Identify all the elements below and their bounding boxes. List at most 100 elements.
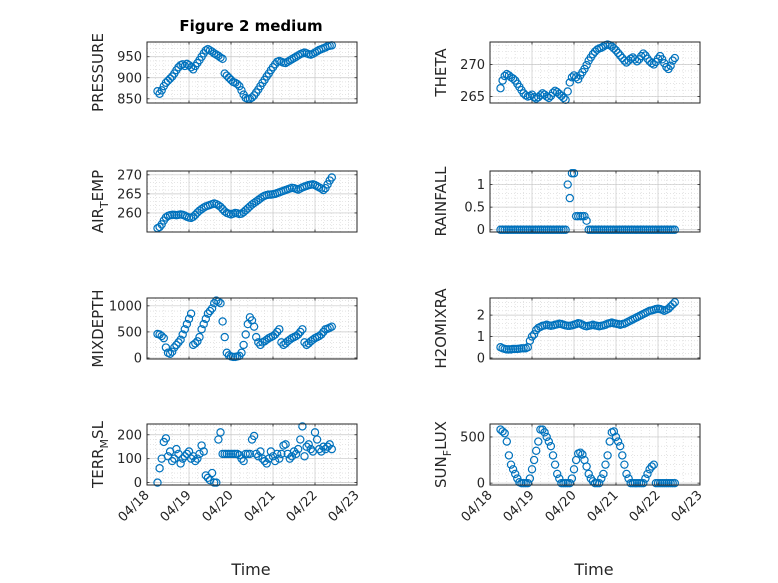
grid-rainfall	[489, 170, 701, 232]
data-point	[252, 449, 261, 459]
axes-box	[489, 170, 701, 233]
data-point	[599, 469, 608, 479]
data-point	[268, 331, 278, 341]
subplot-theta: 265 270 THETA	[432, 40, 701, 105]
data-point	[569, 465, 579, 474]
data-point	[622, 469, 631, 479]
data-point	[569, 169, 579, 178]
data-point	[559, 93, 568, 103]
axes-box	[146, 423, 358, 486]
series-rainfall	[496, 169, 680, 234]
data-point	[639, 49, 648, 58]
data-point	[197, 441, 206, 450]
subplot-sun_flux: 0 500 04/18 04/19 04/20 04/21 04/22 04/23 SUNFLU…	[432, 421, 706, 525]
data-point	[195, 332, 204, 342]
data-point	[205, 306, 215, 316]
series-h2omixra	[496, 298, 680, 354]
x-tick-label: 04/21	[242, 488, 279, 525]
data-point	[247, 93, 257, 102]
data-point	[565, 193, 575, 203]
y-tick-label: 270	[460, 58, 485, 73]
data-point	[544, 93, 554, 103]
data-point	[197, 204, 206, 214]
y-tick-label: 900	[117, 71, 142, 86]
data-point	[496, 84, 505, 93]
data-point	[662, 62, 671, 72]
data-point	[216, 428, 225, 437]
axes-box	[146, 41, 358, 104]
data-point	[327, 173, 336, 182]
data-point	[178, 454, 187, 463]
y-tick-label: 0	[477, 351, 485, 366]
data-point	[298, 422, 307, 431]
data-point	[289, 447, 299, 456]
series-mixdepth	[153, 296, 336, 362]
y-tick-label: 1000	[109, 299, 142, 314]
y-tick-label: 260	[117, 206, 142, 221]
data-point	[571, 73, 581, 82]
data-point	[167, 347, 177, 356]
data-point	[582, 60, 591, 70]
data-point	[237, 454, 246, 463]
data-point	[239, 340, 248, 350]
axes-box	[146, 170, 358, 233]
data-point	[216, 202, 225, 212]
data-point	[317, 184, 326, 193]
data-point	[294, 444, 303, 454]
data-point	[277, 338, 286, 347]
data-point	[235, 81, 244, 91]
data-point	[291, 331, 301, 341]
data-point	[216, 299, 225, 308]
axes-box	[146, 297, 358, 360]
data-point	[597, 474, 606, 483]
data-point	[216, 53, 225, 62]
data-point	[167, 456, 177, 466]
data-point	[613, 48, 623, 58]
y-axis-label-subscript: F	[441, 450, 454, 456]
data-point	[599, 42, 608, 51]
y-axis-label-main: PRESSURE	[89, 33, 107, 112]
data-point	[220, 69, 229, 78]
data-point	[670, 225, 680, 234]
data-point	[291, 449, 301, 459]
data-point	[540, 428, 549, 437]
axes-box	[489, 41, 701, 104]
y-axis-label-main: SUN	[432, 456, 450, 488]
data-point	[300, 338, 309, 347]
data-point	[296, 435, 305, 444]
y-tick-label: 0.5	[464, 201, 485, 216]
data-point	[529, 330, 539, 339]
data-point	[557, 91, 566, 101]
data-point	[548, 88, 558, 97]
data-point	[508, 465, 518, 474]
data-point	[306, 444, 315, 454]
data-point	[172, 444, 181, 454]
grid-h2omixra	[489, 298, 701, 359]
y-axis-label-subscript: T	[98, 201, 111, 209]
data-point	[155, 464, 164, 473]
data-point	[546, 441, 556, 451]
y-axis-label: H2OMIXRA	[432, 288, 450, 369]
data-point	[565, 78, 575, 87]
data-point	[668, 300, 677, 309]
data-point	[321, 444, 330, 454]
data-point	[289, 53, 299, 63]
data-point	[649, 460, 659, 469]
data-point	[161, 78, 171, 88]
grid-terr_msl	[146, 424, 358, 485]
y-axis-label: SUNFLUX	[432, 421, 454, 488]
data-point	[159, 333, 168, 343]
y-tick-label: 265	[460, 90, 485, 105]
y-axis-label: AIRTEMP	[89, 170, 111, 233]
data-point	[249, 431, 259, 441]
data-point	[218, 54, 227, 64]
data-point	[218, 317, 227, 326]
data-point	[184, 60, 194, 70]
data-point	[161, 434, 171, 443]
y-tick-label: 850	[117, 92, 142, 107]
y-axis-label: THETA	[432, 48, 450, 98]
data-point	[214, 51, 223, 61]
data-point	[620, 460, 629, 469]
data-point	[178, 60, 187, 69]
